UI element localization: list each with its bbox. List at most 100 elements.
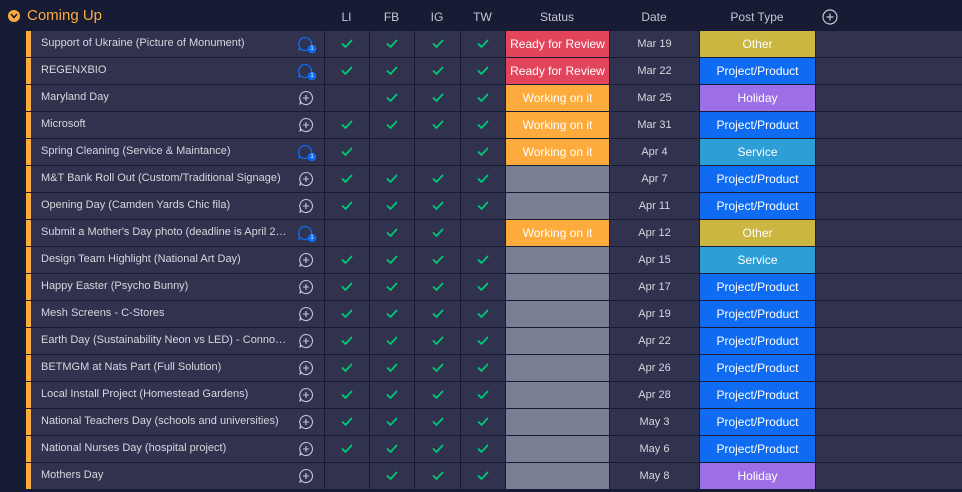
ig-check-cell[interactable] xyxy=(414,328,460,354)
item-name-cell[interactable]: Mesh Screens - C-Stores xyxy=(31,301,323,327)
li-check-cell[interactable] xyxy=(324,409,369,435)
ig-check-cell[interactable] xyxy=(414,274,460,300)
date-cell[interactable]: Mar 25 xyxy=(609,85,699,111)
post-type-cell[interactable]: Project/Product xyxy=(699,328,815,354)
tw-check-cell[interactable] xyxy=(460,247,505,273)
add-update-icon[interactable] xyxy=(296,468,320,486)
item-name-cell[interactable]: Local Install Project (Homestead Gardens… xyxy=(31,382,323,408)
date-cell[interactable]: Apr 15 xyxy=(609,247,699,273)
column-header-status[interactable]: Status xyxy=(539,10,575,24)
fb-check-cell[interactable] xyxy=(369,328,414,354)
fb-check-cell[interactable] xyxy=(369,274,414,300)
item-name[interactable]: Local Install Project (Homestead Gardens… xyxy=(41,388,249,400)
status-cell[interactable]: Ready for Review xyxy=(505,58,609,84)
item-row[interactable]: Happy Easter (Psycho Bunny) Apr 17 Project… xyxy=(0,274,962,301)
ig-check-cell[interactable] xyxy=(414,382,460,408)
date-cell[interactable]: Apr 4 xyxy=(609,139,699,165)
date-cell[interactable]: Apr 7 xyxy=(609,166,699,192)
item-row[interactable]: Mothers Day May 8 Holiday xyxy=(0,463,962,490)
add-update-icon[interactable] xyxy=(296,198,320,216)
date-cell[interactable]: May 6 xyxy=(609,436,699,462)
post-type-cell[interactable]: Project/Product xyxy=(699,355,815,381)
fb-check-cell[interactable] xyxy=(369,436,414,462)
add-update-icon[interactable] xyxy=(296,414,320,432)
item-name-cell[interactable]: Support of Ukraine (Picture of Monument)… xyxy=(31,31,323,57)
ig-check-cell[interactable] xyxy=(414,463,460,489)
status-cell[interactable] xyxy=(505,274,609,300)
status-cell[interactable] xyxy=(505,355,609,381)
add-update-icon[interactable] xyxy=(296,333,320,351)
post-type-cell[interactable]: Project/Product xyxy=(699,409,815,435)
post-type-cell[interactable]: Project/Product xyxy=(699,301,815,327)
tw-check-cell[interactable] xyxy=(460,328,505,354)
add-update-icon[interactable] xyxy=(296,117,320,135)
status-cell[interactable] xyxy=(505,166,609,192)
item-name[interactable]: Mesh Screens - C-Stores xyxy=(41,307,165,319)
item-row[interactable]: National Nurses Day (hospital project) Ma… xyxy=(0,436,962,463)
column-header-tw[interactable]: TW xyxy=(473,10,492,24)
li-check-cell[interactable] xyxy=(324,328,369,354)
column-header-post-type[interactable]: Post Type xyxy=(730,10,784,24)
fb-check-cell[interactable] xyxy=(369,355,414,381)
post-type-cell[interactable]: Project/Product xyxy=(699,382,815,408)
status-cell[interactable] xyxy=(505,247,609,273)
item-name[interactable]: Mothers Day xyxy=(41,469,104,481)
date-cell[interactable]: Apr 11 xyxy=(609,193,699,219)
fb-check-cell[interactable] xyxy=(369,166,414,192)
group-title[interactable]: Coming Up xyxy=(27,7,103,24)
ig-check-cell[interactable] xyxy=(414,112,460,138)
fb-check-cell[interactable] xyxy=(369,139,414,165)
status-cell[interactable] xyxy=(505,463,609,489)
date-cell[interactable]: Mar 31 xyxy=(609,112,699,138)
item-row[interactable]: Maryland Day Working on it Mar 25 Holiday xyxy=(0,85,962,112)
add-update-icon[interactable] xyxy=(296,252,320,270)
post-type-cell[interactable]: Other xyxy=(699,31,815,57)
tw-check-cell[interactable] xyxy=(460,355,505,381)
column-header-ig[interactable]: IG xyxy=(430,10,444,24)
status-cell[interactable]: Working on it xyxy=(505,112,609,138)
post-type-cell[interactable]: Project/Product xyxy=(699,436,815,462)
date-cell[interactable]: Apr 12 xyxy=(609,220,699,246)
item-row[interactable]: Support of Ukraine (Picture of Monument)… xyxy=(0,31,962,58)
item-row[interactable]: Mesh Screens - C-Stores Apr 19 Project/Pro… xyxy=(0,301,962,328)
ig-check-cell[interactable] xyxy=(414,31,460,57)
li-check-cell[interactable] xyxy=(324,220,369,246)
post-type-cell[interactable]: Project/Product xyxy=(699,58,815,84)
ig-check-cell[interactable] xyxy=(414,301,460,327)
add-update-icon[interactable] xyxy=(296,306,320,324)
fb-check-cell[interactable] xyxy=(369,409,414,435)
fb-check-cell[interactable] xyxy=(369,220,414,246)
post-type-cell[interactable]: Project/Product xyxy=(699,193,815,219)
post-type-cell[interactable]: Project/Product xyxy=(699,166,815,192)
tw-check-cell[interactable] xyxy=(460,193,505,219)
item-row[interactable]: Design Team Highlight (National Art Day)… xyxy=(0,247,962,274)
item-name-cell[interactable]: Spring Cleaning (Service & Maintance) 1 xyxy=(31,139,323,165)
item-name[interactable]: Design Team Highlight (National Art Day) xyxy=(41,253,241,265)
post-type-cell[interactable]: Service xyxy=(699,247,815,273)
tw-check-cell[interactable] xyxy=(460,220,505,246)
item-name-cell[interactable]: Happy Easter (Psycho Bunny) xyxy=(31,274,323,300)
date-cell[interactable]: May 3 xyxy=(609,409,699,435)
date-cell[interactable]: Apr 22 xyxy=(609,328,699,354)
add-update-icon[interactable] xyxy=(296,90,320,108)
item-name[interactable]: Spring Cleaning (Service & Maintance) xyxy=(41,145,231,157)
ig-check-cell[interactable] xyxy=(414,193,460,219)
item-row[interactable]: National Teachers Day (schools and unive… xyxy=(0,409,962,436)
li-check-cell[interactable] xyxy=(324,463,369,489)
ig-check-cell[interactable] xyxy=(414,85,460,111)
item-name[interactable]: REGENXBIO xyxy=(41,64,107,76)
column-header-date[interactable]: Date xyxy=(641,10,667,24)
date-cell[interactable]: Apr 26 xyxy=(609,355,699,381)
item-name-cell[interactable]: National Teachers Day (schools and unive… xyxy=(31,409,323,435)
li-check-cell[interactable] xyxy=(324,382,369,408)
column-header-li[interactable]: LI xyxy=(341,10,352,24)
post-type-cell[interactable]: Other xyxy=(699,220,815,246)
date-cell[interactable]: Apr 28 xyxy=(609,382,699,408)
date-cell[interactable]: May 8 xyxy=(609,463,699,489)
updates-icon[interactable]: 1 xyxy=(296,144,318,162)
ig-check-cell[interactable] xyxy=(414,247,460,273)
add-update-icon[interactable] xyxy=(296,279,320,297)
item-row[interactable]: M&T Bank Roll Out (Custom/Traditional Si… xyxy=(0,166,962,193)
li-check-cell[interactable] xyxy=(324,58,369,84)
fb-check-cell[interactable] xyxy=(369,247,414,273)
